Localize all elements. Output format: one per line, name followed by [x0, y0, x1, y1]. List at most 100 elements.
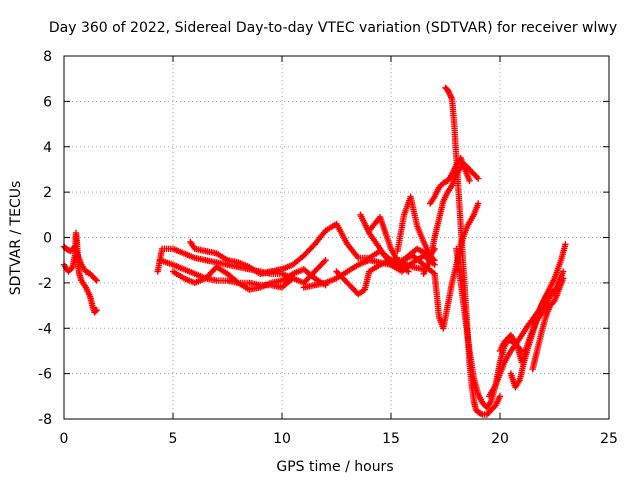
data-point [93, 306, 100, 314]
series-seg1 [60, 229, 100, 316]
series-seg5 [169, 263, 329, 293]
data-point-group [464, 213, 476, 230]
data-point-group [557, 243, 569, 264]
data-point-group [394, 213, 407, 255]
data-point [546, 286, 554, 293]
data-point-group [472, 406, 481, 415]
data-point-group [457, 223, 466, 262]
data-point-group [361, 270, 372, 293]
data-point-group [187, 238, 197, 251]
x-tick-label: 25 [600, 431, 618, 447]
data-point-group [427, 195, 437, 207]
data-point-group [300, 242, 317, 259]
data-point-group [461, 313, 473, 352]
data-point-group [444, 183, 455, 196]
x-tick-label: 20 [491, 431, 509, 447]
data-point-group [376, 213, 394, 251]
series-seg16 [427, 154, 473, 207]
series-seg19 [496, 268, 567, 366]
data-point-group [78, 277, 88, 289]
series-seg11 [366, 213, 438, 268]
data-point [466, 177, 473, 184]
y-axis-label: SDTVAR / TECUs [8, 181, 24, 296]
data-point-group [496, 340, 507, 355]
data-point-group [191, 275, 208, 287]
data-point-group [344, 241, 361, 260]
data-point-group [65, 265, 75, 275]
data-point-group [213, 263, 229, 276]
data-point-group [485, 383, 498, 400]
data-point-group [278, 262, 295, 273]
series-seg20 [507, 286, 554, 391]
x-tick-label: 10 [273, 431, 291, 447]
data-point-group [457, 279, 468, 318]
data-point-group [538, 295, 549, 309]
data-point-group [542, 288, 553, 300]
data-point-group [427, 236, 438, 264]
data-point-group [512, 378, 522, 391]
grid-lines [64, 56, 609, 419]
data-point-group [63, 245, 73, 254]
data-point [496, 393, 504, 400]
data-point [475, 200, 482, 207]
data-point-group [529, 349, 540, 373]
data-point-group [73, 250, 84, 266]
data-point-group [555, 277, 566, 293]
data-point [562, 241, 569, 248]
data-point [475, 175, 482, 182]
data-point-group [278, 276, 295, 291]
y-tick-label: 4 [43, 140, 52, 156]
data-point-group [507, 331, 520, 348]
series-seg13 [420, 161, 482, 277]
data-point-group [278, 271, 295, 284]
data-point-group [440, 178, 450, 187]
data-point-group [169, 261, 186, 272]
data-point-group [407, 193, 420, 228]
data-point-group [414, 245, 428, 256]
data-point-group [87, 270, 97, 280]
data-point-group [202, 257, 218, 266]
data-point-group [466, 166, 476, 176]
x-tick-label: 5 [169, 431, 178, 447]
data-point-group [492, 394, 503, 409]
data-point-group [533, 331, 545, 355]
data-point-group [414, 223, 427, 244]
data-point-group [396, 254, 411, 268]
data-point-group [442, 84, 450, 93]
data-point-group [398, 260, 415, 275]
x-tick-label: 0 [60, 431, 69, 447]
data-point-group [435, 200, 446, 223]
data-point-group [376, 245, 393, 267]
data-point-group [387, 261, 404, 274]
data-point-group [453, 245, 464, 284]
y-tick-label: -4 [38, 321, 52, 337]
data-point-group [180, 275, 197, 286]
series-seg7 [257, 220, 438, 277]
data-point-group [311, 229, 328, 248]
data-point-group [82, 268, 92, 277]
data-point-group [169, 245, 186, 256]
data-point-group [446, 91, 455, 101]
data-point-group [333, 220, 350, 246]
y-tick-label: -8 [38, 412, 52, 428]
data-point-group [483, 399, 494, 411]
data-point-group [355, 287, 367, 298]
axis-ticks: 0 5 10 15 20 25 -8 -6 -4 -2 0 2 4 6 8 [38, 49, 618, 447]
y-tick-label: 2 [43, 185, 52, 201]
data-point-group [366, 262, 382, 275]
data-point [322, 256, 329, 264]
data-point-group [496, 361, 507, 377]
data-point-group [224, 270, 240, 285]
y-tick-label: 6 [43, 94, 52, 110]
data-point-group [483, 408, 493, 418]
data-point-group [431, 186, 442, 200]
data-point-group [289, 253, 306, 268]
data-point-group [257, 268, 273, 277]
series-seg21 [529, 275, 567, 373]
data-point-group [311, 258, 328, 275]
data-point-group [470, 170, 480, 181]
data-point-group [551, 288, 562, 305]
data-point-group [546, 299, 557, 309]
data-point-group [540, 295, 553, 314]
